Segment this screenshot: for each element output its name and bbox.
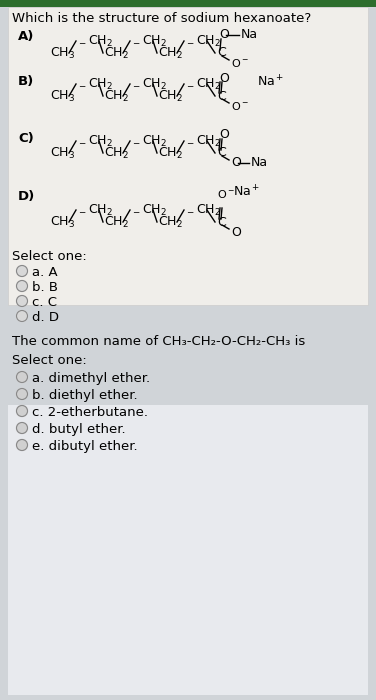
Text: Na: Na (241, 29, 258, 41)
Text: b. diethyl ether.: b. diethyl ether. (32, 389, 138, 402)
Text: Select one:: Select one: (12, 354, 87, 367)
Text: Na$^+$: Na$^+$ (257, 74, 284, 90)
Text: O: O (219, 29, 229, 41)
Text: C: C (217, 216, 226, 228)
Circle shape (17, 372, 27, 382)
Text: O: O (219, 71, 229, 85)
Text: $_-$CH$_2$: $_-$CH$_2$ (77, 34, 113, 48)
Text: CH$_3$: CH$_3$ (50, 214, 75, 230)
Circle shape (17, 295, 27, 307)
Text: CH$_2$: CH$_2$ (104, 214, 129, 230)
Text: CH$_2$: CH$_2$ (158, 46, 183, 60)
Text: CH$_2$: CH$_2$ (158, 146, 183, 160)
Text: CH$_2$: CH$_2$ (104, 88, 129, 104)
Text: $_-$CH$_2$: $_-$CH$_2$ (131, 34, 167, 48)
Text: CH$_2$: CH$_2$ (104, 46, 129, 60)
Text: O$^-$: O$^-$ (231, 57, 249, 69)
Text: a. dimethyl ether.: a. dimethyl ether. (32, 372, 150, 385)
Text: CH$_3$: CH$_3$ (50, 146, 75, 160)
Text: $_-$CH$_2$: $_-$CH$_2$ (185, 134, 221, 148)
Text: C: C (217, 46, 226, 60)
Text: O: O (219, 129, 229, 141)
Text: c. C: c. C (32, 296, 57, 309)
Text: CH$_2$: CH$_2$ (104, 146, 129, 160)
Text: The common name of CH₃-CH₂-O-CH₂-CH₃ is: The common name of CH₃-CH₂-O-CH₂-CH₃ is (12, 335, 305, 348)
Text: O: O (231, 225, 241, 239)
Bar (0, 0, 376, 7)
Text: A): A) (18, 30, 34, 43)
Text: Which is the structure of sodium hexanoate?: Which is the structure of sodium hexanoa… (12, 12, 311, 25)
Text: CH$_3$: CH$_3$ (50, 46, 75, 60)
Text: Na$^+$: Na$^+$ (233, 185, 260, 200)
Text: C: C (217, 90, 226, 102)
Circle shape (17, 440, 27, 451)
Bar (8, 405, 368, 695)
Text: CH$_3$: CH$_3$ (50, 88, 75, 104)
Circle shape (17, 405, 27, 416)
Text: b. B: b. B (32, 281, 58, 294)
Text: c. 2-etherbutane.: c. 2-etherbutane. (32, 406, 148, 419)
Text: C): C) (18, 132, 34, 145)
Text: O$^-$: O$^-$ (231, 100, 249, 112)
Bar (8, 7, 368, 305)
Text: O: O (231, 157, 241, 169)
Text: CH$_2$: CH$_2$ (158, 88, 183, 104)
Text: $_-$CH$_2$: $_-$CH$_2$ (185, 34, 221, 48)
Text: $_-$CH$_2$: $_-$CH$_2$ (131, 76, 167, 92)
Text: d. D: d. D (32, 311, 59, 324)
Text: $_-$CH$_2$: $_-$CH$_2$ (131, 134, 167, 148)
Circle shape (17, 423, 27, 433)
Text: a. A: a. A (32, 266, 58, 279)
Text: d. butyl ether.: d. butyl ether. (32, 423, 126, 436)
Text: CH$_2$: CH$_2$ (158, 214, 183, 230)
Text: B): B) (18, 75, 34, 88)
Text: $_-$CH$_2$: $_-$CH$_2$ (77, 134, 113, 148)
Text: Na: Na (251, 157, 268, 169)
Circle shape (17, 281, 27, 291)
Text: e. dibutyl ether.: e. dibutyl ether. (32, 440, 138, 453)
Text: D): D) (18, 190, 35, 203)
Text: $_-$CH$_2$: $_-$CH$_2$ (131, 202, 167, 218)
Circle shape (17, 265, 27, 276)
Text: $_-$CH$_2$: $_-$CH$_2$ (185, 76, 221, 92)
Text: $_-$CH$_2$: $_-$CH$_2$ (77, 202, 113, 218)
Text: O$^-$: O$^-$ (217, 188, 235, 200)
Text: $_-$CH$_2$: $_-$CH$_2$ (185, 202, 221, 218)
Circle shape (17, 311, 27, 321)
Circle shape (17, 389, 27, 400)
Text: C: C (217, 146, 226, 160)
Text: Select one:: Select one: (12, 250, 87, 263)
Text: $_-$CH$_2$: $_-$CH$_2$ (77, 76, 113, 92)
